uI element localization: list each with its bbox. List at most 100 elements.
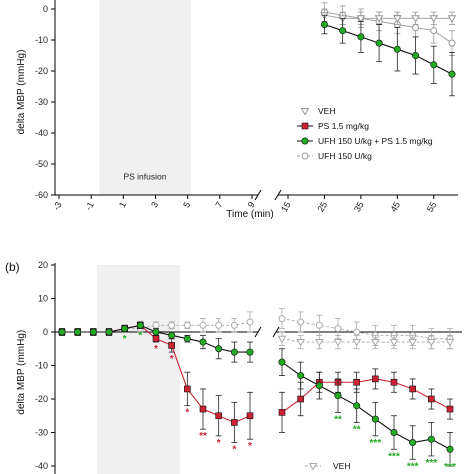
x-axis-title: Time (min) [226, 209, 273, 220]
data-point [246, 348, 254, 356]
legend-marker [301, 122, 309, 130]
data-point [412, 51, 420, 59]
data-point [215, 321, 223, 329]
data-point [445, 339, 455, 347]
data-point [353, 378, 360, 386]
significance-marker: * [138, 331, 142, 342]
x-tick-label: 15 [279, 200, 293, 214]
data-point [152, 328, 160, 336]
data-point [277, 335, 287, 344]
data-point [199, 321, 207, 329]
significance-marker: * [217, 438, 221, 449]
significance-marker: * [123, 334, 127, 345]
panel-a: PS infusion 0 -10 -20 -30 -40 -50 -60 delta MBP … [16, 0, 458, 220]
data-point [356, 15, 366, 23]
data-point [389, 339, 399, 347]
y-tick-label: 20 [38, 260, 48, 270]
data-point [230, 348, 238, 356]
x-tick-label: -1 [83, 200, 96, 212]
data-point [230, 321, 238, 329]
y-axis-title: delta MBP (mmHg) [16, 330, 27, 415]
data-point [278, 409, 286, 416]
data-point [429, 15, 439, 23]
data-point [314, 339, 324, 347]
data-point [105, 328, 113, 336]
y-tick-label: 0 [43, 327, 48, 337]
significance-marker: * [185, 408, 189, 419]
data-point [152, 321, 160, 329]
legend-label: VEH [318, 106, 335, 116]
data-point [231, 419, 238, 426]
y-tick-label: 10 [38, 294, 48, 304]
data-point [246, 412, 254, 420]
significance-marker: *** [407, 461, 419, 472]
data-point [390, 428, 398, 436]
x-tick-label: 7 [213, 200, 224, 209]
axis-break [272, 326, 280, 338]
significance-marker: * [232, 445, 236, 456]
data-point [58, 328, 66, 336]
x-tick-label: 1 [117, 200, 128, 209]
data-point [375, 39, 383, 47]
data-point [320, 20, 328, 28]
data-point [370, 339, 380, 347]
series-line-1 [281, 318, 450, 340]
ps-infusion-shading [97, 265, 180, 474]
y-tick-label: -20 [35, 66, 48, 76]
y-tick-label: -40 [35, 461, 48, 471]
data-point [199, 405, 207, 413]
data-point [352, 339, 362, 347]
data-point [353, 328, 361, 336]
data-point [426, 339, 436, 347]
legend-marker [308, 463, 318, 471]
data-point [297, 318, 305, 326]
data-point [315, 382, 323, 390]
x-tick-label: 9 [246, 200, 257, 209]
series-line-1 [281, 361, 451, 450]
data-point [409, 439, 417, 447]
data-point [374, 15, 384, 23]
data-point [183, 321, 191, 329]
data-point [408, 339, 418, 347]
series-line-1 [324, 14, 452, 19]
data-point [409, 385, 416, 393]
data-point [74, 328, 82, 336]
data-point [448, 39, 456, 47]
data-point [353, 402, 361, 410]
significance-marker: *** [444, 462, 456, 473]
data-point [357, 33, 365, 41]
data-point [428, 395, 435, 403]
data-point [296, 339, 306, 347]
y-tick-label: -30 [35, 97, 48, 107]
y-tick-label: -10 [35, 35, 48, 45]
x-tick-label: 45 [388, 200, 402, 214]
ps-infusion-shading [99, 0, 191, 195]
significance-marker: * [170, 354, 174, 365]
data-point [152, 335, 160, 343]
significance-marker: ** [199, 431, 207, 442]
data-point [446, 405, 454, 413]
data-point [371, 415, 379, 423]
legend-marker [301, 152, 309, 160]
data-point [334, 392, 342, 400]
data-point [215, 345, 223, 353]
y-tick-label: -40 [35, 128, 48, 138]
data-point [136, 321, 144, 329]
data-point [315, 321, 323, 329]
data-point [339, 27, 347, 35]
data-point [246, 318, 254, 326]
x-tick-label: -3 [51, 200, 64, 212]
legend-label: VEH [333, 461, 350, 471]
data-point [121, 325, 129, 333]
legend-marker [300, 108, 310, 116]
data-point [168, 331, 176, 339]
x-tick-label: 3 [149, 200, 160, 209]
data-point [297, 372, 305, 380]
series-line-1 [281, 338, 450, 343]
legend-label: PS 1.5 mg/kg [318, 121, 369, 131]
data-point [393, 45, 401, 53]
legend-label: UFH 150 U/kg [318, 151, 372, 161]
data-point [430, 27, 438, 35]
data-point [412, 24, 420, 32]
data-point [448, 70, 456, 78]
